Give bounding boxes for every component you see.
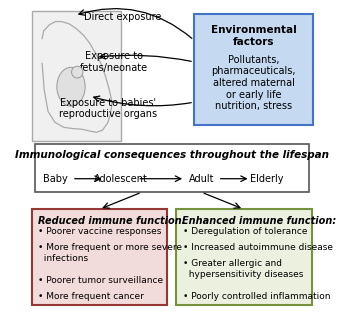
- Text: • Poorly controlled inflammation: • Poorly controlled inflammation: [183, 292, 330, 301]
- FancyBboxPatch shape: [176, 209, 312, 305]
- Text: Adolescent: Adolescent: [94, 174, 148, 184]
- Text: Elderly: Elderly: [250, 174, 284, 184]
- Text: Enhanced immune function:: Enhanced immune function:: [182, 216, 336, 226]
- Text: Environmental
factors: Environmental factors: [211, 25, 296, 47]
- Text: • More frequent cancer: • More frequent cancer: [38, 292, 144, 301]
- Text: Exposure to
fetus/neonate: Exposure to fetus/neonate: [79, 51, 148, 73]
- Text: • Increased autoimmune disease: • Increased autoimmune disease: [183, 244, 332, 252]
- FancyBboxPatch shape: [194, 14, 313, 126]
- Text: • Poorer tumor surveillance: • Poorer tumor surveillance: [38, 276, 163, 285]
- Text: • Poorer vaccine responses: • Poorer vaccine responses: [38, 227, 162, 236]
- Ellipse shape: [72, 66, 83, 78]
- Text: • Greater allergic and
  hypersensitivity diseases: • Greater allergic and hypersensitivity …: [183, 259, 303, 279]
- Text: • More frequent or more severe
  infections: • More frequent or more severe infection…: [38, 244, 182, 263]
- Text: Exposure to babies'
reproductive organs: Exposure to babies' reproductive organs: [58, 98, 157, 119]
- FancyBboxPatch shape: [35, 144, 309, 192]
- Text: Direct exposure: Direct exposure: [84, 12, 161, 22]
- Text: Immunological consequences throughout the lifespan: Immunological consequences throughout th…: [15, 150, 329, 160]
- Text: Pollutants,
pharmaceuticals,
altered maternal
or early life
nutrition, stress: Pollutants, pharmaceuticals, altered mat…: [211, 55, 296, 111]
- Ellipse shape: [57, 67, 85, 106]
- Text: Baby: Baby: [43, 174, 68, 184]
- Text: Reduced immune function:: Reduced immune function:: [38, 216, 185, 226]
- Text: • Deregulation of tolerance: • Deregulation of tolerance: [183, 227, 307, 236]
- FancyBboxPatch shape: [32, 209, 167, 305]
- Text: Adult: Adult: [189, 174, 214, 184]
- FancyBboxPatch shape: [32, 11, 121, 141]
